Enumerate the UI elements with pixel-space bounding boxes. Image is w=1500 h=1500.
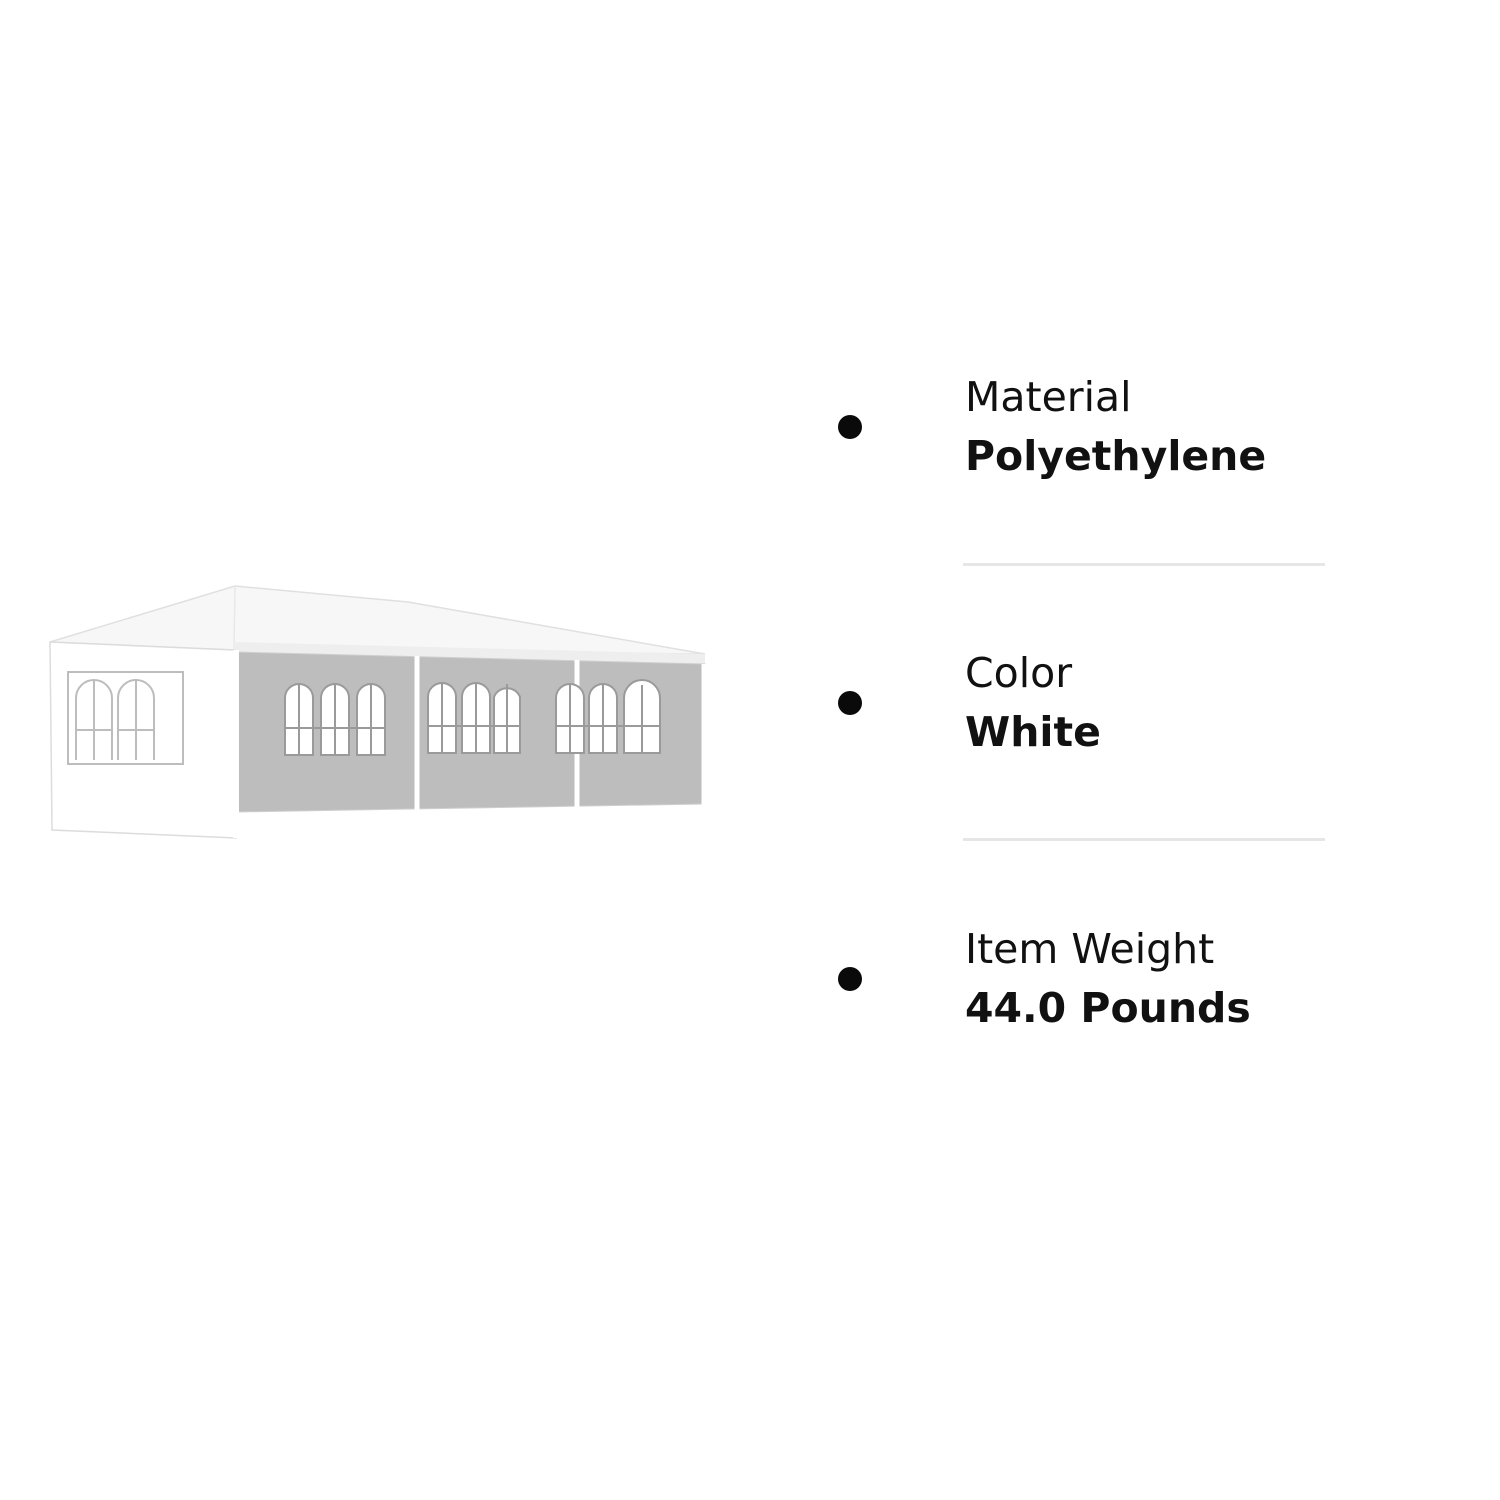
spec-row-item-weight: Item Weight 44.0 Pounds [0,917,1500,1057]
spec-row-color: Color White [0,641,1500,781]
divider [963,838,1325,841]
side-window-2 [427,682,521,754]
spec-row-material: Material Polyethylene [0,365,1500,505]
spec-value: 44.0 Pounds [965,984,1251,1032]
spec-value: Polyethylene [965,432,1267,480]
side-window-1 [284,683,386,756]
spec-label: Item Weight [965,925,1215,973]
bullet-icon [838,415,862,439]
bullet-icon [838,691,862,715]
side-window-3 [555,679,661,754]
bullet-icon [838,967,862,991]
end-wall-window [67,671,184,765]
spec-label: Color [965,649,1073,697]
spec-label: Material [965,373,1132,421]
divider [963,563,1325,566]
spec-value: White [965,708,1101,756]
tent-product-image [49,585,707,839]
